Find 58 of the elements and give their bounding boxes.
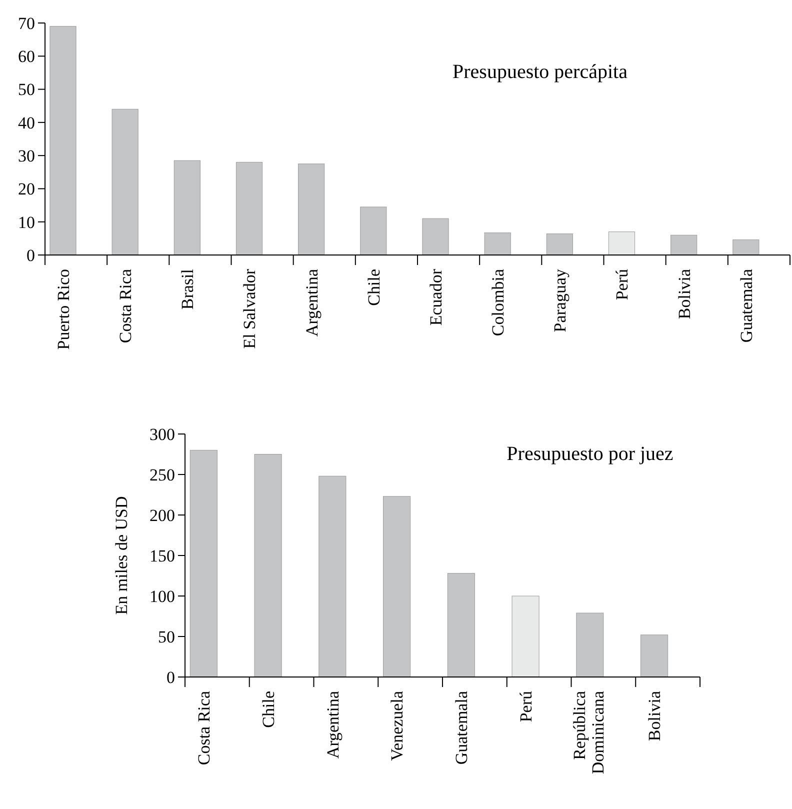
- y-tick-label: 60: [18, 47, 35, 66]
- x-tick-label: Guatemala: [452, 690, 472, 765]
- x-tick-label: Puerto Rico: [54, 269, 73, 350]
- x-tick-label: República Dominicana: [570, 690, 608, 774]
- bar: [576, 612, 604, 678]
- y-tick-label: 30: [18, 146, 35, 166]
- bar: [422, 218, 449, 256]
- bar: [546, 234, 573, 256]
- y-axis-title: En miles de USD: [112, 496, 131, 615]
- y-tick-label: 0: [26, 246, 35, 265]
- bar: [732, 240, 760, 256]
- x-tick-label: Argentina: [323, 690, 342, 759]
- bar: [254, 454, 282, 678]
- x-tick-label: Argentina: [302, 268, 322, 337]
- y-tick-label: 10: [18, 212, 35, 232]
- x-tick-label: Bolivia: [645, 690, 664, 742]
- x-tick-label: Bolivia: [674, 268, 694, 320]
- x-tick-label: Costa Rica: [194, 690, 214, 766]
- bar: [190, 450, 218, 678]
- y-tick-label: 200: [150, 506, 175, 525]
- x-tick-label: Paraguay: [550, 268, 570, 332]
- y-tick-label: 100: [150, 586, 175, 606]
- x-tick-label: Guatemala: [736, 268, 756, 343]
- y-tick-label: 20: [18, 180, 35, 199]
- x-tick-label: Chile: [364, 269, 384, 306]
- bar: [640, 634, 668, 678]
- bar: [112, 108, 138, 256]
- bar: [670, 234, 698, 256]
- y-tick-label: 150: [150, 546, 175, 566]
- chart-title: Presupuesto por juez: [506, 443, 674, 465]
- y-tick-label: 0: [166, 668, 175, 687]
- x-tick-label: Ecuador: [426, 268, 446, 326]
- bar: [383, 496, 411, 678]
- x-tick-label: Costa Rica: [116, 268, 136, 344]
- bar: [50, 26, 76, 256]
- bar: [318, 476, 346, 678]
- bar: [512, 596, 540, 678]
- x-tick-label: Perú: [516, 690, 536, 722]
- x-tick-label: El Salvador: [240, 268, 260, 349]
- bar: [236, 162, 263, 256]
- y-tick-label: 300: [150, 424, 175, 444]
- x-tick-label: Colombia: [488, 268, 508, 336]
- y-tick-label: 50: [18, 80, 35, 100]
- x-tick-label: Chile: [258, 691, 278, 728]
- y-tick-label: 250: [150, 465, 175, 484]
- x-tick-label: Venezuela: [388, 690, 407, 761]
- bar: [608, 232, 636, 256]
- y-tick-label: 50: [158, 627, 175, 646]
- bar: [360, 206, 387, 256]
- bar: [298, 164, 325, 256]
- bar: [447, 573, 475, 678]
- bar: [174, 160, 200, 256]
- y-tick-label: 70: [18, 14, 35, 33]
- text: Presupuesto percápita: [452, 61, 628, 83]
- y-tick-label: 40: [18, 113, 35, 132]
- x-tick-label: Perú: [612, 268, 632, 300]
- x-tick-label: Brasil: [178, 268, 198, 310]
- bar: [484, 232, 511, 256]
